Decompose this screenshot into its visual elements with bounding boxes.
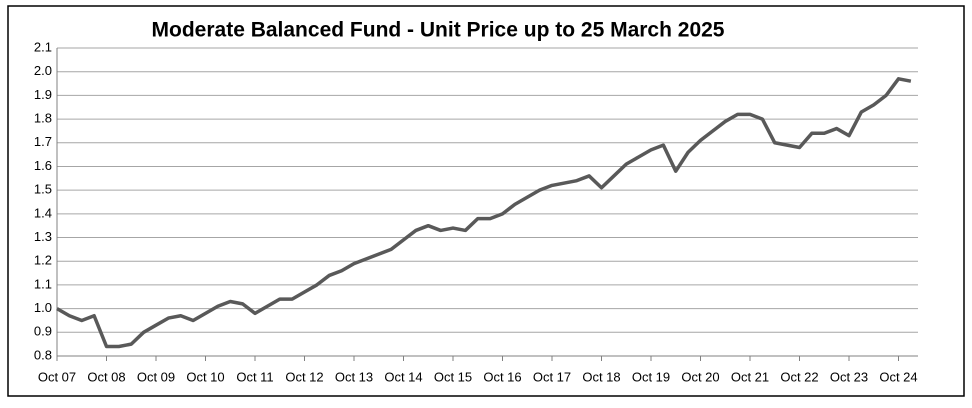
- y-tick-label: 1.9: [34, 87, 52, 102]
- x-tick-label: Oct 21: [731, 369, 769, 384]
- y-tick-label: 1.2: [34, 253, 52, 268]
- y-tick-label: 0.8: [34, 347, 52, 362]
- x-tick-label: Oct 15: [434, 369, 472, 384]
- x-tick-label: Oct 18: [582, 369, 620, 384]
- x-tick-label: Oct 17: [533, 369, 571, 384]
- y-tick-label: 2.1: [34, 39, 52, 54]
- y-tick-label: 1.4: [34, 205, 52, 220]
- y-tick-label: 1.6: [34, 158, 52, 173]
- x-tick-label: Oct 11: [236, 369, 273, 384]
- x-tick-label: Oct 08: [87, 369, 125, 384]
- y-tick-label: 1.7: [34, 134, 52, 149]
- chart-title: Moderate Balanced Fund - Unit Price up t…: [152, 19, 725, 42]
- y-tick-label: 1.3: [34, 229, 52, 244]
- y-tick-label: 1.1: [34, 276, 52, 291]
- x-tick-label: Oct 10: [186, 369, 224, 384]
- y-tick-label: 2.0: [34, 63, 52, 78]
- x-tick-label: Oct 09: [137, 369, 175, 384]
- x-tick-label: Oct 13: [335, 369, 373, 384]
- x-tick-label: Oct 19: [632, 369, 670, 384]
- x-tick-label: Oct 07: [38, 369, 76, 384]
- x-tick-label: Oct 16: [483, 369, 521, 384]
- chart-border: [7, 5, 965, 397]
- x-tick-label: Oct 20: [681, 369, 719, 384]
- line-series: [56, 77, 912, 349]
- y-tick-label: 1.0: [34, 300, 52, 315]
- x-tick-label: Oct 23: [830, 369, 868, 384]
- y-tick-label: 0.9: [34, 324, 52, 339]
- y-tick-label: 1.8: [34, 111, 52, 126]
- x-tick-label: Oct 12: [285, 369, 323, 384]
- x-tick-label: Oct 14: [384, 369, 422, 384]
- x-tick-label: Oct 22: [780, 369, 818, 384]
- x-tick-label: Oct 24: [879, 369, 917, 384]
- y-tick-label: 1.5: [34, 182, 52, 197]
